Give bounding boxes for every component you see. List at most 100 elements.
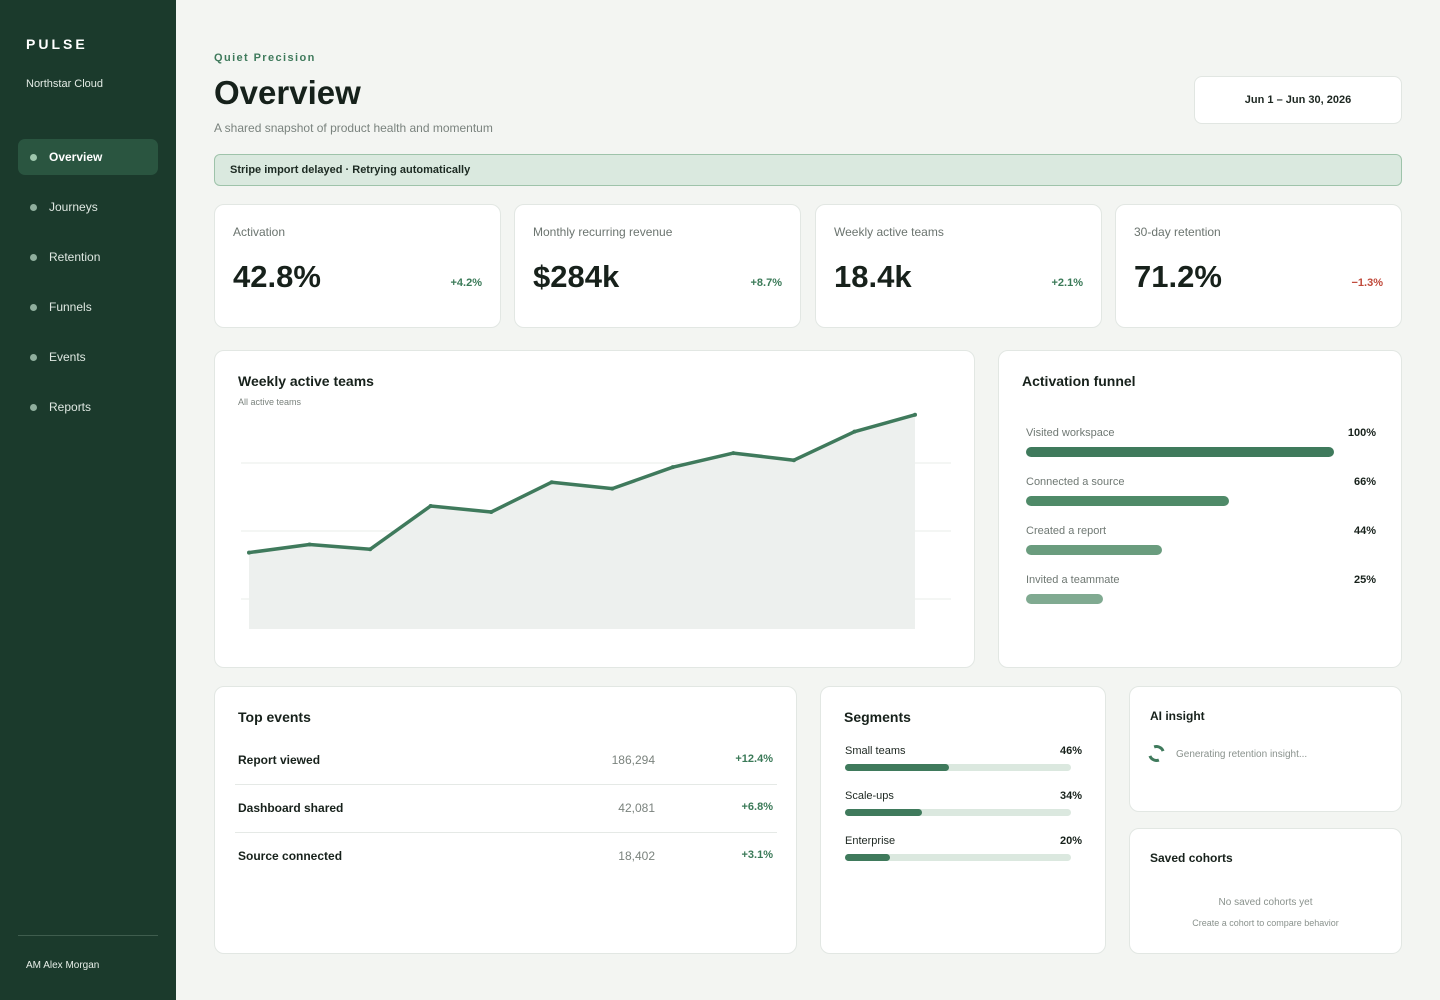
kpi-value: 71.2% <box>1134 259 1222 294</box>
chart-subtitle: All active teams <box>238 397 302 407</box>
saved-cohorts-title: Saved cohorts <box>1150 851 1233 865</box>
table-row[interactable]: Source connected 18,402 +3.1% <box>235 833 777 881</box>
funnel-bar <box>1026 545 1162 555</box>
sidebar-item-journeys[interactable]: Journeys <box>18 189 158 225</box>
segment-fill <box>845 854 891 861</box>
page-subtitle: A shared snapshot of product health and … <box>214 121 493 135</box>
event-delta: +12.4% <box>735 753 773 765</box>
ai-insight-title: AI insight <box>1150 709 1205 723</box>
nav-dot-icon <box>30 403 37 411</box>
nav-dot-icon <box>30 353 37 361</box>
kpi-delta: +2.1% <box>1051 277 1084 289</box>
data-point[interactable] <box>428 504 433 509</box>
segment-fill <box>845 764 949 771</box>
kpi-delta: +8.7% <box>750 277 783 289</box>
event-count: 186,294 <box>611 753 655 767</box>
data-point[interactable] <box>791 458 796 463</box>
brand-logo: PULSE <box>26 36 88 52</box>
nav-dot-icon <box>30 153 37 161</box>
series-line <box>247 413 917 555</box>
funnel-step-label: Created a report <box>1026 525 1107 537</box>
segments-card: Segments Small teams 46% Scale-ups 34% E… <box>820 686 1106 954</box>
table-row[interactable]: Report viewed 186,294 +12.4% <box>235 737 777 785</box>
ai-insight-card: AI insight Generating retention insight.… <box>1129 686 1402 812</box>
date-range-button[interactable]: Jun 1 – Jun 30, 2026 <box>1194 76 1402 124</box>
area-fill <box>249 414 915 629</box>
weekly-active-teams-card: Weekly active teams All active teams <box>214 350 975 668</box>
kpi-value: $284k <box>533 259 620 294</box>
kpi-card-weekly-active-teams[interactable]: Weekly active teams 18.4k +2.1% <box>815 204 1102 328</box>
data-point[interactable] <box>307 542 312 547</box>
event-name: Source connected <box>238 849 343 863</box>
event-delta: +3.1% <box>741 849 774 861</box>
funnel-step-pct: 44% <box>1353 525 1376 537</box>
data-point[interactable] <box>549 480 554 485</box>
sidebar-item-overview[interactable]: Overview <box>18 139 158 175</box>
status-banner: Stripe import delayed · Retrying automat… <box>214 154 1402 186</box>
funnel-bar <box>1026 496 1230 506</box>
data-point[interactable] <box>852 429 857 434</box>
data-point[interactable] <box>670 465 675 470</box>
kpi-delta: +4.2% <box>450 277 483 289</box>
sidebar-item-funnels[interactable]: Funnels <box>18 289 158 325</box>
sidebar-item-reports[interactable]: Reports <box>18 389 158 425</box>
kpi-card-retention[interactable]: 30-day retention 71.2% −1.3% <box>1115 204 1402 328</box>
segment-track <box>845 764 1071 771</box>
segment-label: Scale-ups <box>845 790 894 802</box>
data-point[interactable] <box>610 486 615 491</box>
workspace-name[interactable]: Northstar Cloud <box>26 78 104 90</box>
sidebar-item-retention[interactable]: Retention <box>18 239 158 275</box>
page-eyebrow: Quiet Precision <box>214 52 316 64</box>
segment-pct: 46% <box>1059 745 1082 757</box>
nav-dot-icon <box>30 303 37 311</box>
nav-dot-icon <box>30 203 37 211</box>
funnel-step-pct: 66% <box>1353 476 1376 488</box>
segment-pct: 20% <box>1059 835 1082 847</box>
kpi-label: Weekly active teams <box>834 225 944 239</box>
sidebar-item-label: Events <box>49 350 86 364</box>
ai-insight-status: Generating retention insight... <box>1176 749 1308 760</box>
event-count: 18,402 <box>618 849 655 863</box>
sidebar: PULSE Northstar Cloud Overview Journeys … <box>0 0 176 1000</box>
sidebar-nav: Overview Journeys Retention Funnels Even… <box>18 139 158 439</box>
sidebar-item-label: Journeys <box>49 200 98 214</box>
segment-pct: 34% <box>1059 790 1082 802</box>
data-point[interactable] <box>247 550 251 555</box>
segment-track <box>845 854 1071 861</box>
data-point[interactable] <box>913 412 917 417</box>
event-name: Dashboard shared <box>238 801 344 815</box>
page-title: Overview <box>214 74 361 111</box>
empty-state-hint: Create a cohort to compare behavior <box>1192 918 1339 928</box>
segment-label: Small teams <box>845 745 906 757</box>
top-events-card: Top events Report viewed 186,294 +12.4% … <box>214 686 797 954</box>
sidebar-item-label: Overview <box>49 150 103 164</box>
chart-title: Weekly active teams <box>238 373 374 389</box>
kpi-label: Activation <box>233 225 286 239</box>
funnel-bar <box>1026 594 1103 604</box>
data-point[interactable] <box>731 451 736 456</box>
kpi-value: 42.8% <box>233 259 321 294</box>
funnel-step-label: Visited workspace <box>1026 427 1115 439</box>
sidebar-item-label: Reports <box>49 400 92 414</box>
funnel-step-label: Invited a teammate <box>1026 574 1120 586</box>
table-row[interactable]: Dashboard shared 42,081 +6.8% <box>235 785 777 833</box>
kpi-label: Monthly recurring revenue <box>533 225 673 239</box>
sidebar-item-events[interactable]: Events <box>18 339 158 375</box>
segments-title: Segments <box>844 709 911 725</box>
user-profile[interactable]: AM Alex Morgan <box>26 960 100 971</box>
funnel-step-pct: 25% <box>1353 574 1376 586</box>
funnel-title: Activation funnel <box>1022 373 1136 389</box>
data-point[interactable] <box>489 509 494 514</box>
sidebar-item-label: Funnels <box>49 300 92 314</box>
kpi-card-activation[interactable]: Activation 42.8% +4.2% <box>214 204 501 328</box>
segment-label: Enterprise <box>845 835 896 847</box>
data-point[interactable] <box>368 547 373 552</box>
funnel-bar <box>1026 447 1334 457</box>
segment-fill <box>845 809 922 816</box>
funnel-step-label: Connected a source <box>1026 476 1125 488</box>
sidebar-divider <box>18 935 158 936</box>
weekly-active-teams-chart[interactable] <box>215 351 976 669</box>
event-delta: +6.8% <box>741 801 774 813</box>
kpi-card-mrr[interactable]: Monthly recurring revenue $284k +8.7% <box>514 204 801 328</box>
saved-cohorts-card: Saved cohorts No saved cohorts yet Creat… <box>1129 828 1402 954</box>
